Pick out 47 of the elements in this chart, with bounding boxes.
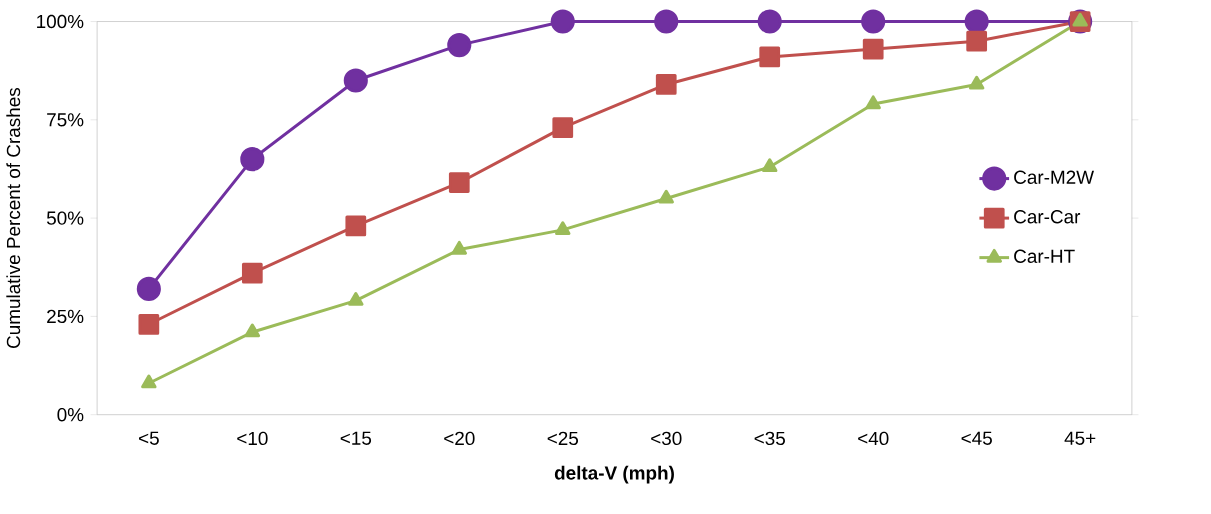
point [240, 146, 265, 171]
y-axis-title: Cumulative Percent of Crashes [6, 87, 21, 348]
point [447, 32, 472, 57]
point [658, 189, 674, 204]
point [655, 73, 677, 95]
y-tick-label: 50% [46, 211, 84, 225]
point [451, 240, 467, 255]
point [241, 262, 263, 284]
point [138, 313, 160, 335]
point [244, 323, 261, 337]
point [345, 215, 367, 237]
point [861, 9, 886, 34]
point [865, 95, 881, 109]
legend-label: Car-HT [1014, 249, 1075, 263]
point [141, 374, 157, 389]
point [759, 46, 781, 68]
point [348, 291, 364, 306]
point [968, 75, 985, 90]
x-tick-label: <35 [754, 431, 785, 445]
y-tick-label: 75% [47, 112, 84, 127]
x-tick-label: <10 [237, 431, 268, 445]
point [552, 117, 574, 138]
point [448, 172, 470, 193]
x-tick-label: <15 [340, 431, 372, 445]
legend-label: Car-Car [1014, 209, 1081, 224]
x-tick-label: 45+ [1064, 431, 1096, 445]
legend-label: Car-M2W [1014, 170, 1094, 184]
point [555, 221, 571, 235]
point [862, 38, 884, 60]
point [757, 9, 782, 34]
point [964, 9, 989, 34]
y-tick-label: 0% [57, 407, 84, 422]
x-tick-label: <25 [547, 431, 579, 445]
x-tick-label: <5 [139, 431, 159, 445]
point [762, 158, 778, 172]
y-tick-label: 100% [37, 14, 84, 28]
point [654, 9, 679, 34]
y-tick-label: 25% [47, 309, 84, 323]
point [136, 276, 161, 301]
point [550, 9, 575, 34]
x-tick-label: <30 [651, 431, 682, 445]
point [966, 30, 988, 52]
x-tick-label: <45 [961, 431, 992, 445]
x-axis-title: delta-V (mph) [554, 465, 674, 484]
x-tick-label: <40 [858, 431, 889, 445]
point [343, 68, 368, 93]
x-tick-label: <20 [444, 431, 475, 445]
